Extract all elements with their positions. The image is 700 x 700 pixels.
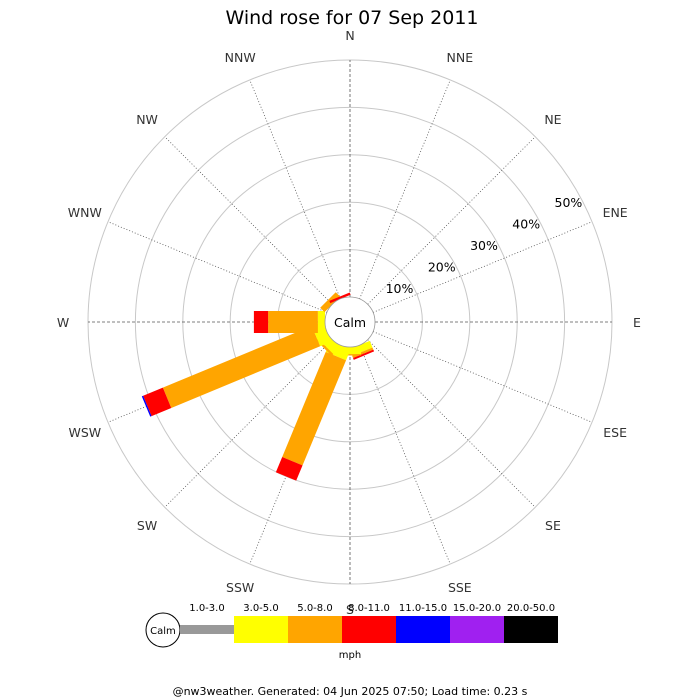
legend-swatch-3 bbox=[288, 616, 342, 643]
legend-swatch-6 bbox=[450, 616, 504, 643]
legend-calm-label: Calm bbox=[150, 626, 176, 637]
bar-w-bin-3 bbox=[268, 311, 318, 333]
direction-label-ene: ENE bbox=[603, 205, 628, 220]
legend-unit: mph bbox=[339, 650, 361, 661]
ring-4 bbox=[134, 106, 566, 538]
wind-bars bbox=[141, 292, 375, 481]
calm-circle bbox=[324, 296, 376, 348]
spoke-wnw bbox=[107, 221, 328, 313]
direction-label-nnw: NNW bbox=[225, 50, 256, 65]
ring-label-20: 20% bbox=[428, 260, 456, 275]
spoke-ene bbox=[372, 221, 593, 313]
direction-label-w: W bbox=[57, 315, 69, 330]
bar-sse-bin-4 bbox=[353, 349, 375, 360]
legend-swatch-4 bbox=[342, 616, 396, 643]
legend-swatch-7 bbox=[504, 616, 558, 643]
legend-label-4: 8.0-11.0 bbox=[348, 603, 390, 614]
legend-label-2: 3.0-5.0 bbox=[243, 603, 278, 614]
direction-label-wnw: WNW bbox=[68, 205, 102, 220]
legend-label-1: 1.0-3.0 bbox=[189, 603, 224, 614]
direction-label-nne: NNE bbox=[447, 50, 474, 65]
bar-nnw-bin-4 bbox=[329, 292, 351, 304]
ring-label-40: 40% bbox=[512, 217, 540, 232]
spoke-ese bbox=[372, 331, 593, 423]
speed-legend: Calm 1.0-3.0 3.0-5.0 5.0-8.0 8.0-11.0 11.0-15… bbox=[145, 603, 558, 661]
direction-label-wsw: WSW bbox=[69, 425, 102, 440]
legend-swatch-2 bbox=[234, 616, 288, 643]
legend-swatch-5 bbox=[396, 616, 450, 643]
spoke-sse bbox=[359, 344, 451, 565]
direction-label-sse: SSE bbox=[448, 580, 472, 595]
legend-swatch-1 bbox=[180, 625, 234, 634]
direction-label-ssw: SSW bbox=[226, 580, 254, 595]
ring-label-50: 50% bbox=[555, 195, 583, 210]
calm-label: Calm bbox=[334, 315, 366, 330]
footer-text: @nw3weather. Generated: 04 Jun 2025 07:5… bbox=[173, 685, 528, 698]
bar-w-bin-2 bbox=[317, 311, 325, 333]
spoke-ne bbox=[367, 136, 536, 305]
direction-label-sw: SW bbox=[137, 518, 157, 533]
spoke-nne bbox=[359, 79, 451, 300]
direction-label-s: S bbox=[346, 602, 354, 617]
ring-2 bbox=[229, 201, 471, 443]
bar-wsw-bin-5 bbox=[141, 395, 152, 417]
bar-ssw-bin-4 bbox=[275, 456, 303, 481]
direction-labels: N NNE NE ENE E ESE SE SSE S SSW SW WSW W WNW NW NNW bbox=[57, 28, 641, 617]
direction-label-se: SE bbox=[545, 518, 561, 533]
spoke-nw bbox=[164, 136, 333, 305]
direction-label-ne: NE bbox=[544, 112, 561, 127]
direction-label-nw: NW bbox=[136, 112, 158, 127]
ring-label-10: 10% bbox=[386, 281, 414, 296]
legend-label-6: 15.0-20.0 bbox=[453, 603, 501, 614]
bar-ssw-bin-3 bbox=[282, 351, 347, 466]
direction-label-ese: ESE bbox=[603, 425, 627, 440]
bar-w-bin-4 bbox=[253, 311, 269, 333]
spoke-sw bbox=[164, 339, 333, 508]
spoke-se bbox=[367, 339, 536, 508]
calm-center: Calm bbox=[324, 296, 376, 348]
chart-title: Wind rose for 07 Sep 2011 bbox=[225, 7, 478, 29]
spoke-nnw bbox=[249, 79, 341, 300]
legend-label-3: 5.0-8.0 bbox=[297, 603, 332, 614]
bar-wsw-bin-3 bbox=[162, 325, 321, 408]
direction-label-e: E bbox=[633, 315, 641, 330]
legend-label-5: 11.0-15.0 bbox=[399, 603, 447, 614]
direction-label-n: N bbox=[345, 28, 354, 43]
ring-label-30: 30% bbox=[470, 238, 498, 253]
legend-label-7: 20.0-50.0 bbox=[507, 603, 555, 614]
bar-wsw-bin-4 bbox=[143, 387, 172, 417]
ring-labels: 10% 20% 30% 40% 50% bbox=[386, 195, 583, 296]
